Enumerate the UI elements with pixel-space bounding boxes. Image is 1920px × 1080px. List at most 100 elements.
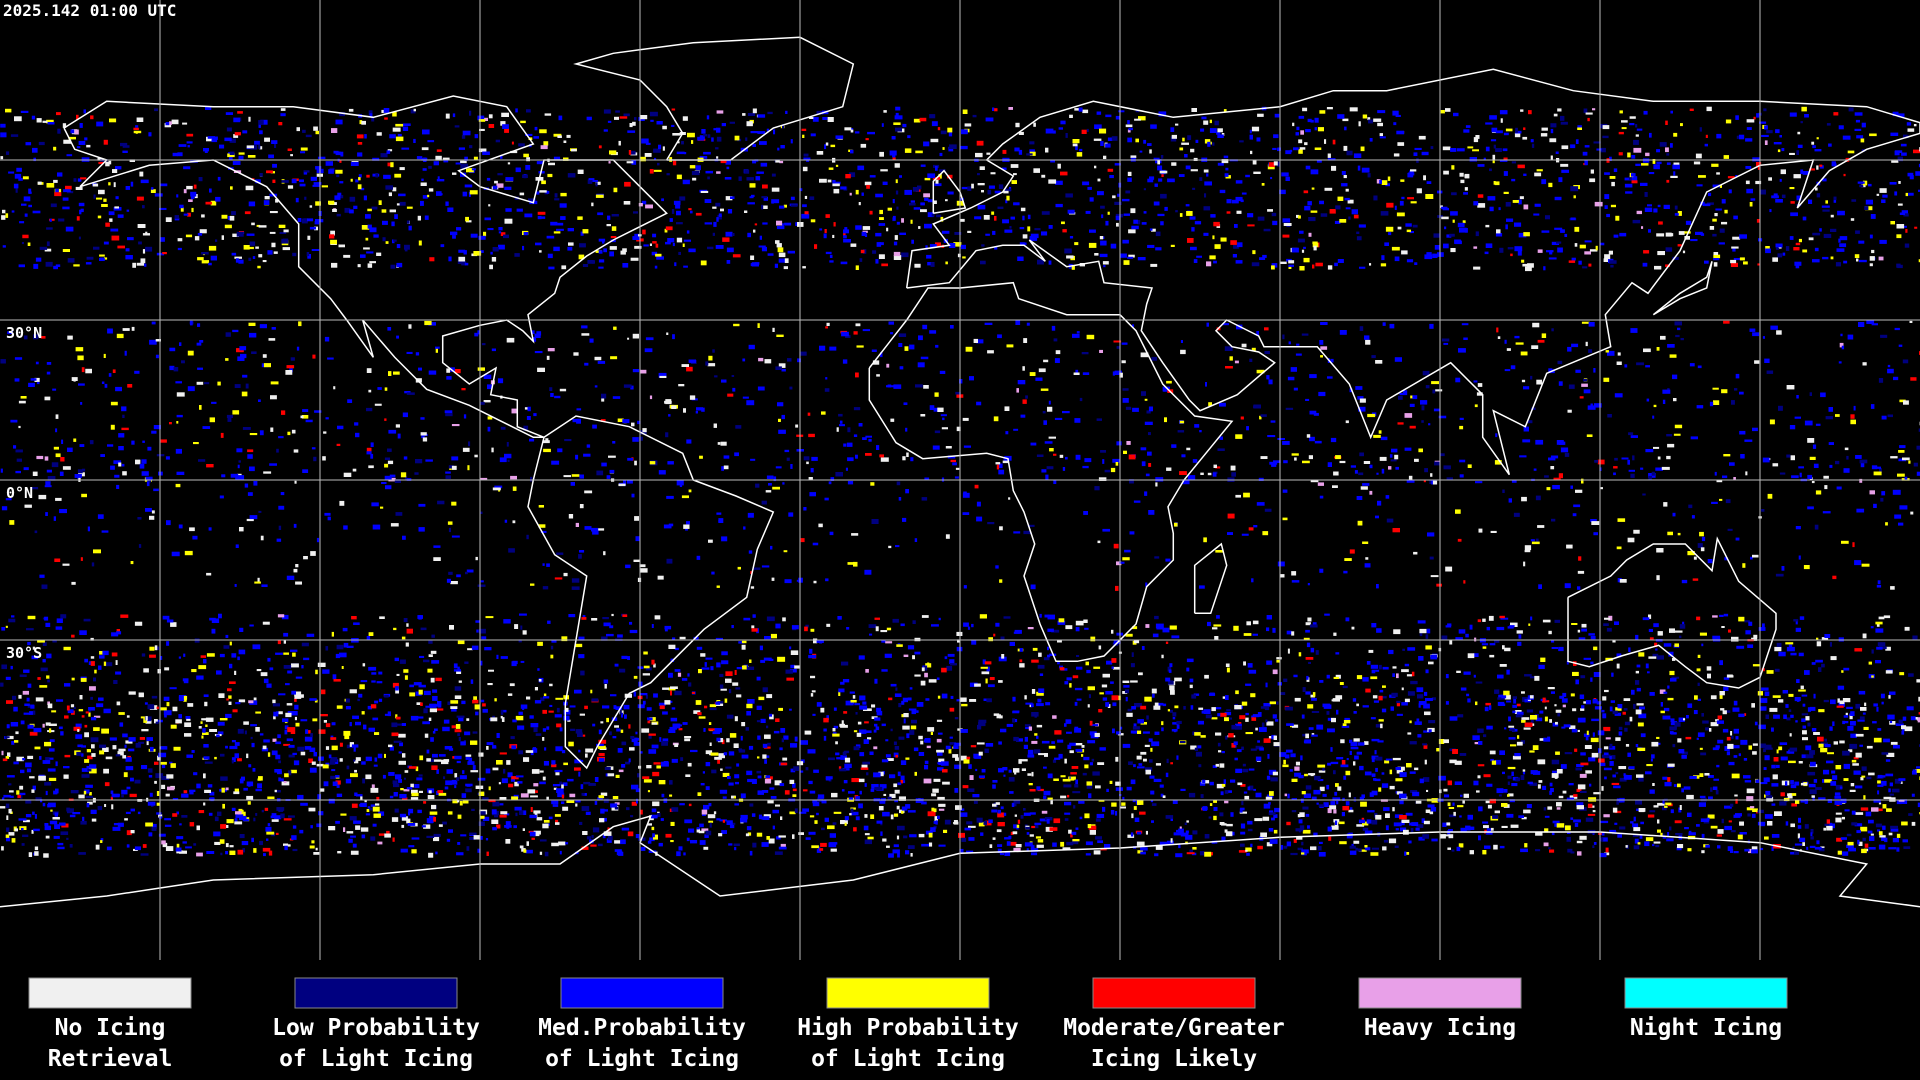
icing-pixel <box>1351 209 1358 215</box>
icing-pixel <box>1199 851 1205 856</box>
icing-pixel <box>1127 137 1132 143</box>
icing-pixel <box>942 147 945 150</box>
icing-pixel <box>682 116 688 121</box>
icing-pixel <box>1562 790 1567 794</box>
icing-pixel <box>766 725 769 729</box>
icing-pixel <box>428 790 432 794</box>
icing-pixel <box>672 242 675 247</box>
icing-pixel <box>1678 749 1685 754</box>
icing-pixel <box>1036 735 1039 739</box>
icing-pixel <box>1062 847 1071 851</box>
icing-data <box>0 106 1920 858</box>
icing-pixel <box>1225 735 1228 740</box>
icing-pixel <box>1417 734 1422 738</box>
icing-pixel <box>1308 727 1314 730</box>
icing-pixel <box>1710 695 1717 700</box>
icing-pixel <box>229 745 238 750</box>
icing-pixel <box>146 741 149 746</box>
icing-pixel <box>1197 745 1202 749</box>
icing-pixel <box>879 800 886 804</box>
icing-pixel <box>1861 775 1866 778</box>
icing-pixel <box>804 195 808 199</box>
icing-pixel <box>738 176 742 181</box>
icing-pixel <box>1221 836 1226 841</box>
icing-pixel <box>729 733 737 738</box>
icing-pixel <box>996 714 1001 719</box>
icing-pixel <box>1287 793 1290 799</box>
icing-pixel <box>854 703 860 706</box>
icing-pixel <box>1031 740 1038 744</box>
icing-pixel <box>31 829 34 834</box>
icing-pixel <box>613 705 617 710</box>
icing-pixel <box>859 790 862 795</box>
icing-pixel <box>762 184 768 189</box>
icing-pixel <box>1863 795 1866 800</box>
icing-pixel <box>1173 832 1182 836</box>
icing-pixel <box>1588 757 1596 762</box>
icing-pixel <box>1735 175 1738 178</box>
icing-pixel <box>18 694 22 699</box>
icing-pixel <box>402 126 409 131</box>
icing-pixel <box>1071 831 1077 835</box>
icing-pixel <box>1224 711 1232 716</box>
icing-pixel <box>1125 696 1128 702</box>
icing-pixel <box>1140 851 1146 855</box>
icing-pixel <box>214 841 221 845</box>
icing-pixel <box>950 695 954 699</box>
icing-pixel <box>1307 704 1314 709</box>
icing-pixel <box>1660 832 1663 836</box>
icing-pixel <box>1633 147 1642 153</box>
icing-pixel <box>1733 814 1741 818</box>
icing-pixel <box>1027 214 1031 220</box>
icing-pixel <box>536 191 540 195</box>
icing-pixel <box>813 769 819 773</box>
icing-pixel <box>1823 699 1829 703</box>
icing-pixel <box>43 853 49 858</box>
icing-pixel <box>466 846 470 851</box>
icing-pixel <box>29 711 34 715</box>
icing-pixel <box>1853 756 1859 760</box>
icing-pixel <box>921 843 929 847</box>
icing-pixel <box>1460 794 1463 797</box>
icing-pixel <box>1771 834 1780 838</box>
icing-pixel <box>647 840 652 844</box>
icing-pixel <box>1071 839 1079 845</box>
icing-pixel <box>1765 714 1769 719</box>
icing-pixel <box>1115 213 1124 218</box>
icing-pixel <box>1209 255 1216 260</box>
icing-pixel <box>1683 718 1686 721</box>
icing-pixel <box>1802 703 1806 707</box>
icing-pixel <box>1556 769 1563 774</box>
icing-pixel <box>1600 762 1606 767</box>
icing-pixel <box>688 248 696 253</box>
icing-pixel <box>860 249 865 254</box>
icing-pixel <box>1086 781 1093 786</box>
icing-pixel <box>1371 820 1378 825</box>
icing-pixel <box>365 813 371 816</box>
icing-pixel <box>746 711 751 716</box>
icing-pixel <box>756 832 763 837</box>
icing-pixel <box>554 714 562 718</box>
icing-pixel <box>473 696 477 701</box>
icing-pixel <box>1463 192 1468 195</box>
icing-pixel <box>885 739 889 742</box>
icing-pixel <box>1358 742 1365 746</box>
icing-pixel <box>1824 823 1830 826</box>
icing-pixel <box>927 727 935 732</box>
icing-pixel <box>1677 783 1681 788</box>
icing-pixel <box>539 250 542 253</box>
icing-pixel <box>1795 263 1800 269</box>
icing-pixel <box>1236 749 1242 753</box>
icing-pixel <box>178 714 182 719</box>
icing-pixel <box>812 117 819 122</box>
icing-pixel <box>1276 701 1279 705</box>
icing-pixel <box>1885 773 1894 777</box>
icing-pixel <box>895 754 898 758</box>
icing-pixel <box>1556 823 1565 828</box>
icing-pixel <box>1455 240 1462 245</box>
icing-pixel <box>595 182 598 187</box>
icing-pixel <box>1447 802 1451 807</box>
icing-pixel <box>713 221 717 227</box>
icing-pixel <box>1493 144 1496 149</box>
icing-pixel <box>98 189 105 195</box>
